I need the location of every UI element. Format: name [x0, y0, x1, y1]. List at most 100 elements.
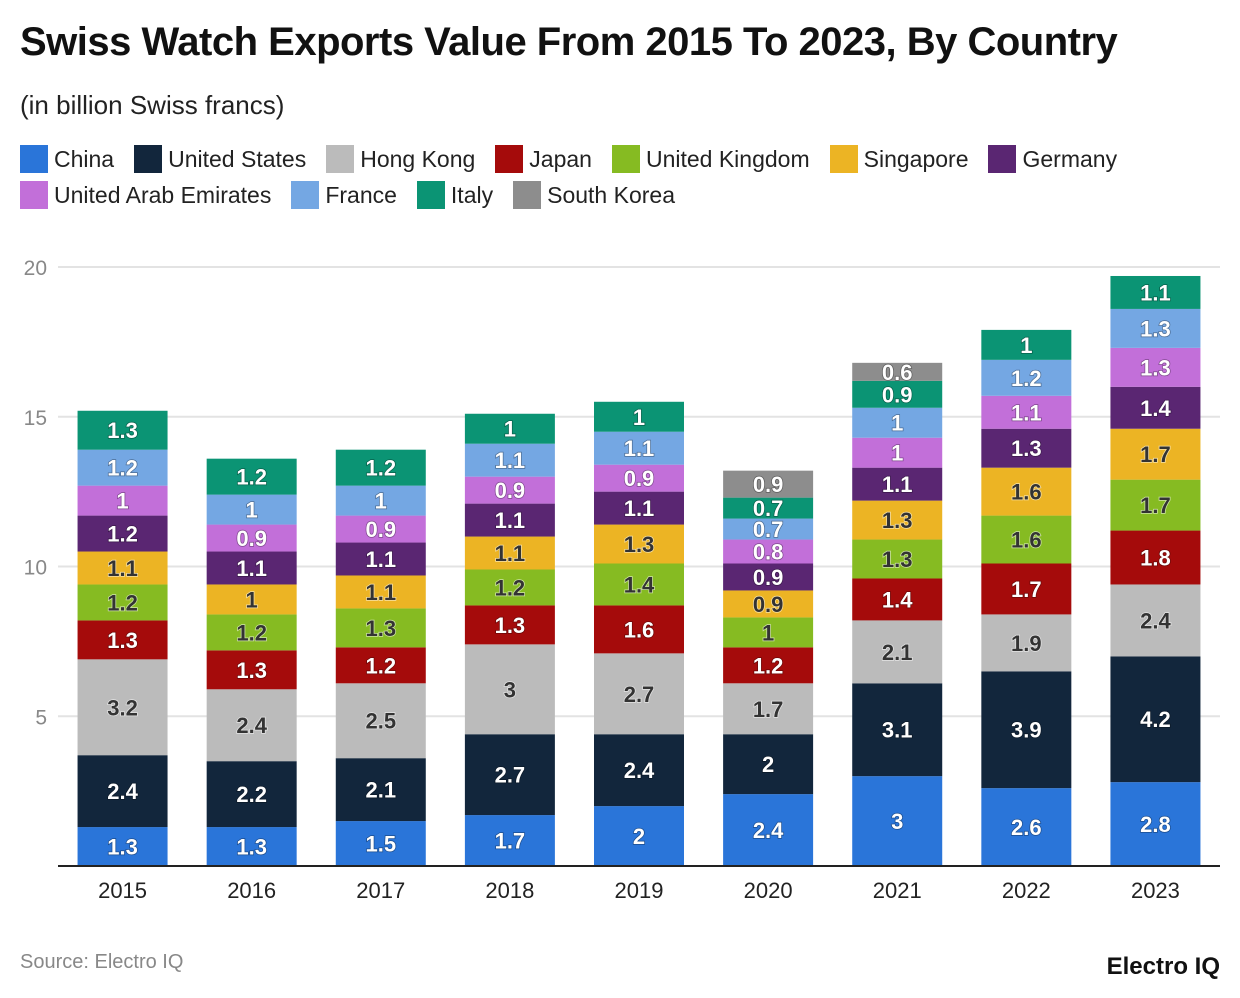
legend-item: United Arab Emirates	[20, 181, 271, 209]
data-label: 1.7	[1140, 442, 1171, 467]
bar-segment	[594, 605, 684, 654]
legend-label: South Korea	[547, 181, 675, 208]
data-label: 1.3	[107, 418, 138, 443]
bar-segment	[77, 515, 168, 552]
data-label: 1.1	[107, 556, 138, 581]
bar-segment	[981, 329, 1072, 360]
x-tick-label: 2016	[227, 878, 276, 903]
data-label: 1.2	[495, 575, 526, 600]
legend-swatch	[134, 145, 163, 173]
data-label: 2.1	[882, 640, 913, 665]
bar-segment	[852, 776, 943, 866]
bar-segment	[852, 362, 943, 381]
bar-segment	[77, 659, 168, 756]
legend-swatch	[291, 181, 320, 209]
data-label: 1.1	[495, 508, 526, 533]
bar-segment	[464, 734, 555, 816]
legend-item: Germany	[988, 145, 1117, 173]
x-tick-label: 2017	[356, 878, 405, 903]
data-label: 1.3	[107, 835, 138, 860]
y-tick-label: 20	[24, 257, 47, 280]
data-label: 1	[116, 489, 128, 514]
data-label: 1.3	[1140, 355, 1171, 380]
data-label: 1.1	[1011, 400, 1042, 425]
legend-label: Japan	[529, 145, 592, 172]
bar-segment	[206, 494, 297, 525]
legend-swatch	[513, 181, 542, 209]
bar-segment	[981, 614, 1072, 672]
bar-segment	[981, 428, 1072, 468]
bar-segment	[723, 734, 814, 795]
bar-segment	[1110, 347, 1201, 387]
bar-segment	[335, 758, 426, 822]
data-label: 1.3	[1011, 436, 1042, 461]
data-label: 2.4	[753, 818, 784, 843]
legend: China United States Hong Kong Japan United K…	[20, 145, 1220, 209]
data-label: 1.2	[236, 620, 267, 645]
data-label: 2.4	[107, 779, 138, 804]
data-label: 2.7	[624, 682, 655, 707]
bar-segment	[723, 590, 814, 618]
bar-segment	[981, 395, 1072, 429]
data-label: 1.4	[624, 572, 655, 597]
data-label: 1.8	[1140, 546, 1171, 571]
data-label: 2.2	[236, 782, 267, 807]
data-label: 1.1	[1140, 280, 1171, 305]
y-tick-label: 10	[24, 557, 47, 580]
data-label: 0.9	[495, 478, 526, 503]
bar-segment	[77, 827, 168, 866]
bar-segment	[852, 620, 943, 684]
legend-label: France	[325, 181, 397, 208]
data-label: 1.3	[624, 532, 655, 557]
bar-segment	[1110, 656, 1201, 783]
data-label: 1.3	[882, 508, 913, 533]
legend-swatch	[611, 145, 640, 173]
legend-label: United Kingdom	[645, 145, 810, 172]
bar-segment	[1110, 275, 1201, 309]
data-label: 2.1	[365, 778, 396, 803]
legend-swatch	[829, 145, 858, 173]
bar-segment	[1110, 479, 1201, 531]
x-tick-label: 2019	[615, 878, 664, 903]
bar-segment	[981, 515, 1072, 564]
data-label: 0.9	[365, 517, 396, 542]
legend-swatch	[988, 145, 1017, 173]
bar-segment	[852, 683, 943, 777]
bar-segment	[206, 614, 297, 651]
bar-segment	[723, 617, 814, 648]
bar-segment	[594, 491, 684, 525]
data-label: 0.9	[882, 382, 913, 407]
legend-swatch	[20, 145, 48, 173]
legend-label: Singapore	[863, 145, 969, 172]
data-label: 1	[504, 417, 516, 442]
x-tick-label: 2018	[485, 878, 534, 903]
legend-label: Germany	[1022, 145, 1118, 172]
bar-segment	[594, 524, 684, 564]
data-label: 1.3	[882, 547, 913, 572]
bar-segment	[335, 821, 426, 866]
data-label: 1.3	[1140, 316, 1171, 341]
data-label: 1	[891, 411, 903, 436]
bar-segment	[852, 467, 943, 501]
bar-segment	[723, 497, 814, 519]
bar-segment	[852, 380, 943, 408]
bar-segment	[852, 437, 943, 468]
bar-segment	[77, 449, 168, 486]
data-label: 0.9	[236, 526, 267, 551]
data-label: 2.4	[1140, 608, 1171, 633]
data-label: 1	[633, 405, 645, 430]
data-label: 3	[891, 809, 903, 834]
data-label: 1.7	[753, 697, 784, 722]
bar-segment	[464, 536, 555, 570]
bar-segment	[77, 620, 168, 660]
bar-segment	[852, 539, 943, 579]
data-label: 2.4	[624, 758, 655, 783]
data-label: 0.9	[753, 565, 784, 590]
data-label: 2	[762, 752, 774, 777]
legend-item: Singapore	[829, 145, 969, 173]
bar-segment	[594, 563, 684, 606]
bar-segment	[77, 755, 168, 828]
data-label: 1.6	[624, 617, 655, 642]
